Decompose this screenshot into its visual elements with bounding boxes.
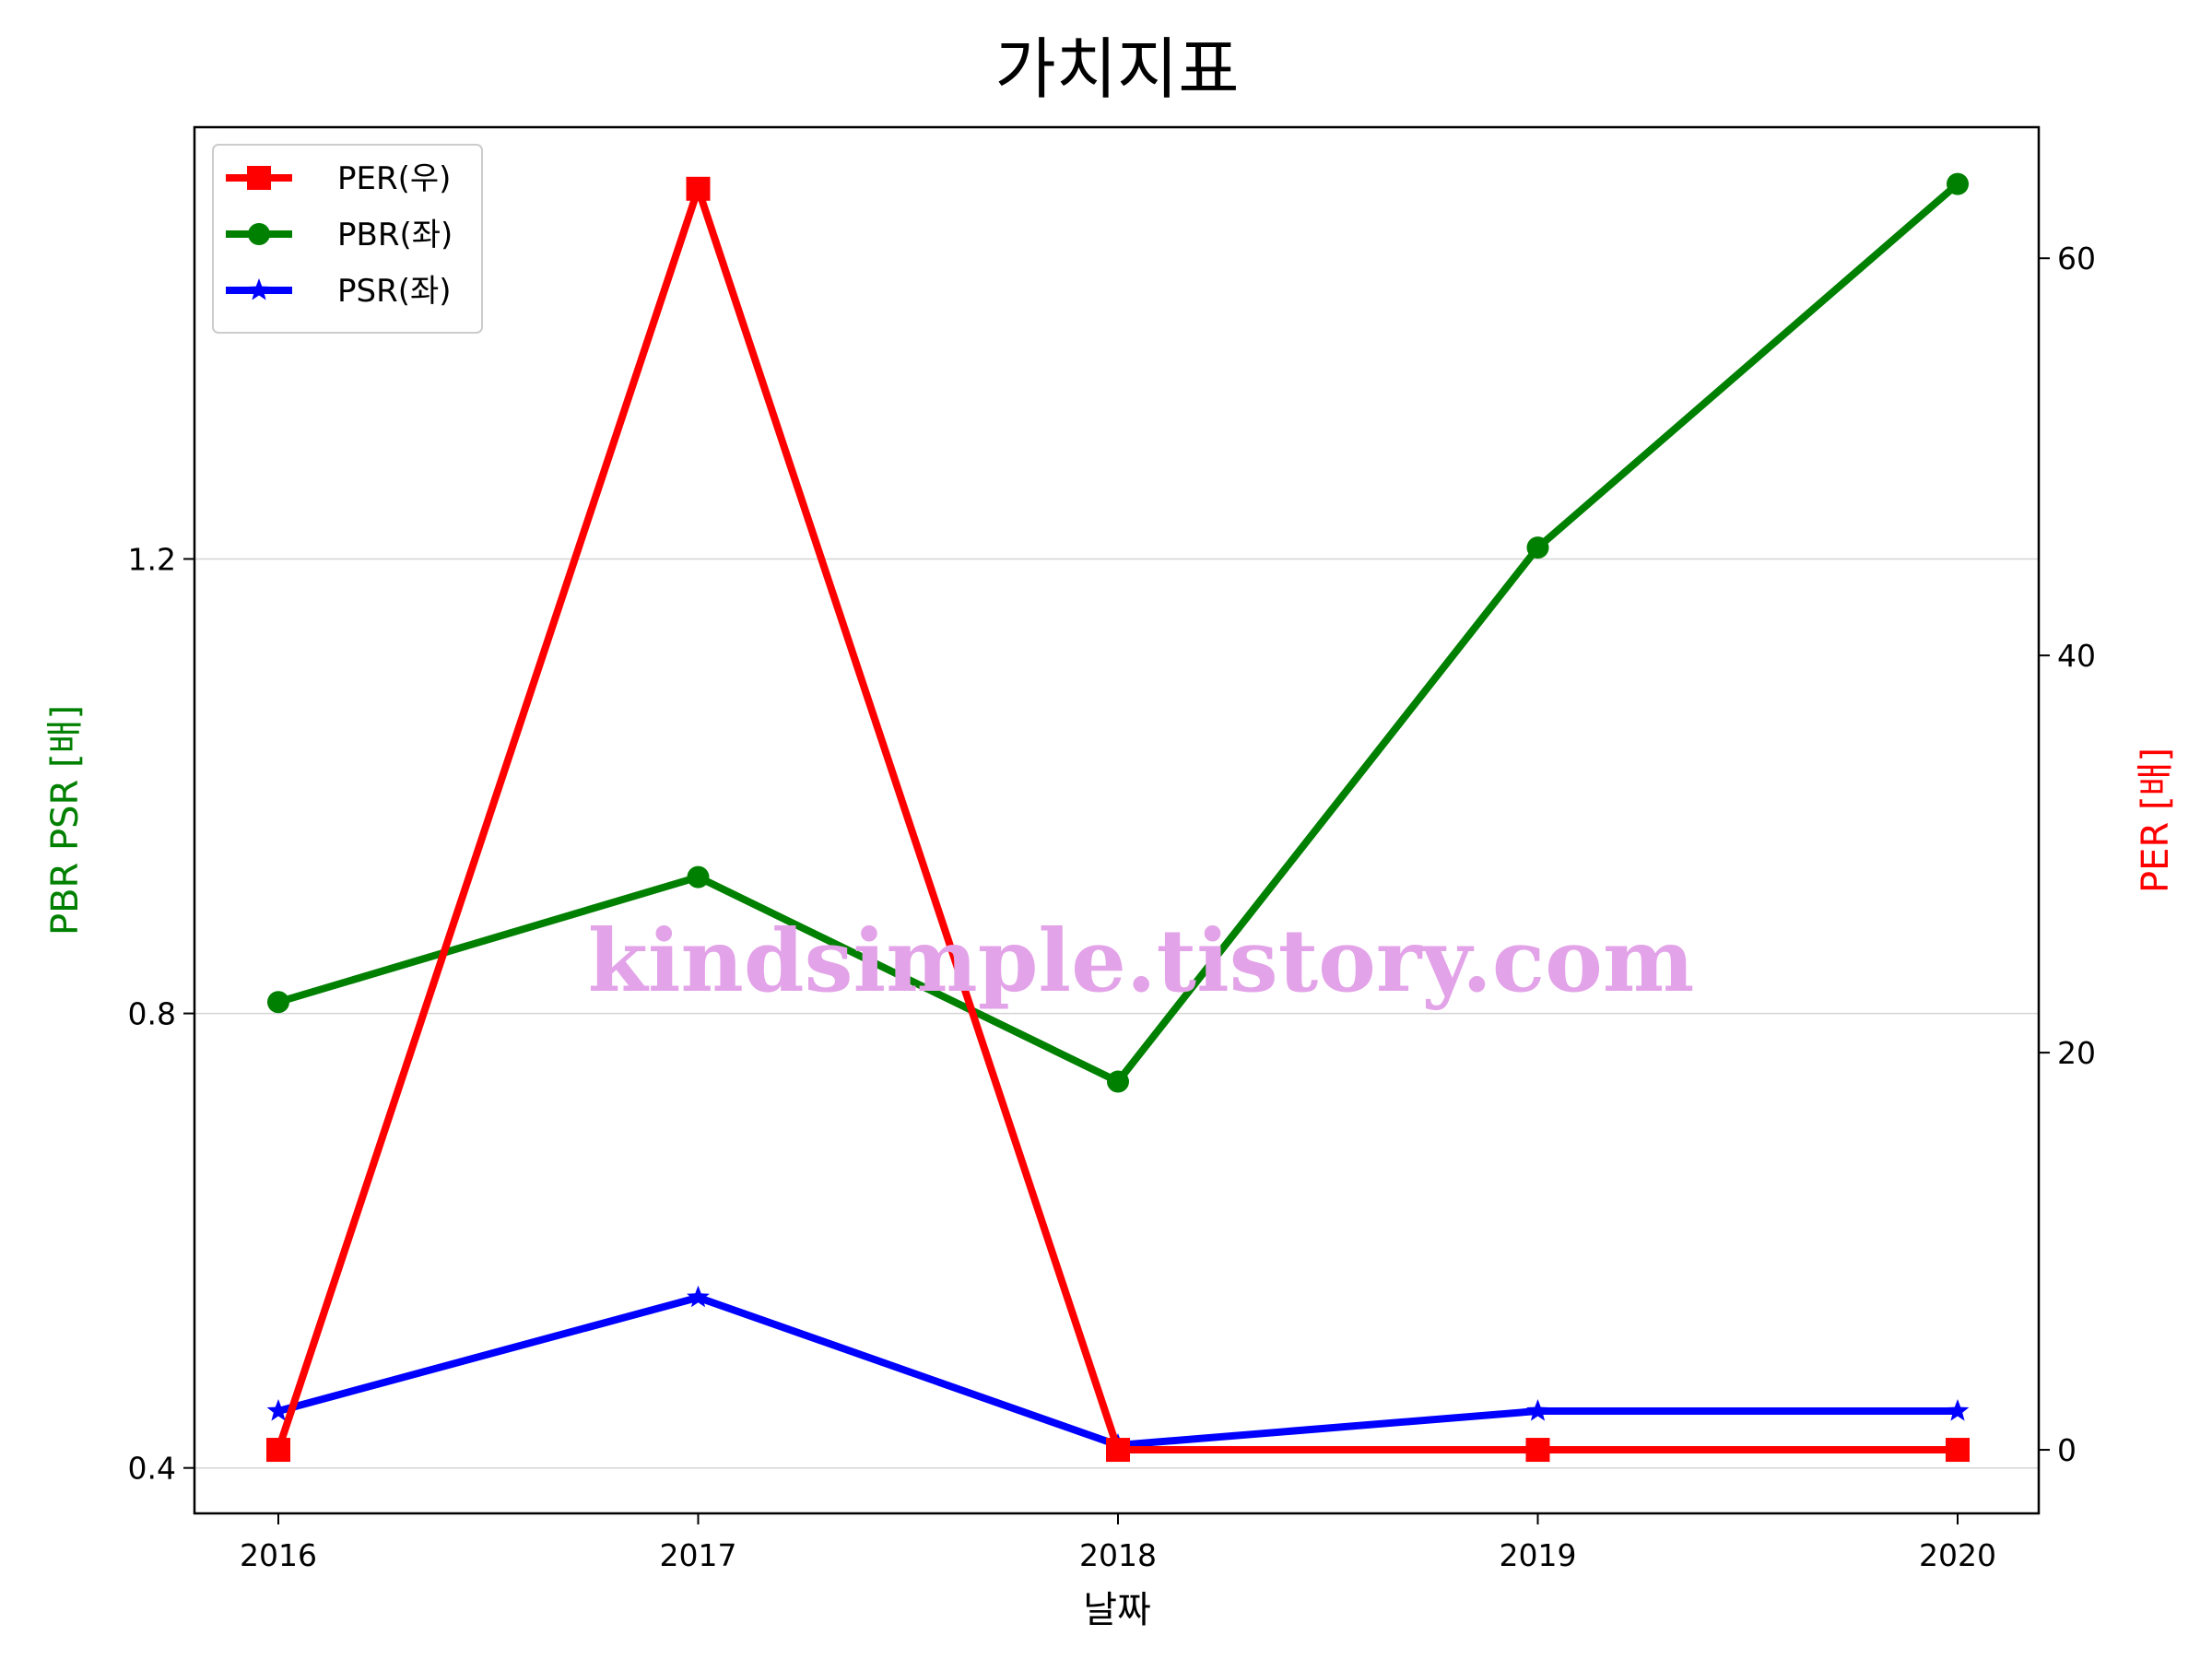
legend-label-pbr: PBR(좌) xyxy=(337,217,453,253)
x-axis-title: 날짜 xyxy=(1083,1589,1151,1631)
data-point-per xyxy=(686,176,711,201)
left-y-tick-label: 0.4 xyxy=(128,1451,176,1487)
x-axis: 2016 2017 2018 2019 2020 xyxy=(240,1513,1996,1573)
data-point-psr xyxy=(1526,1399,1549,1421)
left-y-tick-label: 0.8 xyxy=(128,996,176,1032)
data-point-psr xyxy=(687,1285,710,1308)
data-point-pbr xyxy=(687,865,710,888)
right-y-tick-label: 0 xyxy=(2057,1432,2077,1468)
x-tick-label: 2020 xyxy=(1919,1537,1996,1573)
legend-label-psr: PSR(좌) xyxy=(337,273,452,310)
right-y-axis-title: PER [배] xyxy=(2135,747,2177,893)
data-point-pbr xyxy=(1107,1070,1129,1093)
chart-title: 가치지표 xyxy=(995,30,1240,108)
legend: PER(우) PBR(좌) PSR(좌) xyxy=(212,144,483,334)
data-point-pbr xyxy=(1526,536,1549,559)
left-y-axis-title: PBR PSR [배] xyxy=(44,705,87,935)
plot-frame xyxy=(193,125,2041,1515)
data-point-pbr xyxy=(1947,172,1969,195)
legend-marker-pbr xyxy=(248,223,270,245)
right-y-tick-label: 20 xyxy=(2057,1035,2096,1071)
right-y-tick-label: 40 xyxy=(2057,638,2096,674)
data-point-psr xyxy=(1946,1399,1970,1421)
right-y-axis: 0 20 40 60 xyxy=(2039,241,2096,1468)
x-tick-label: 2016 xyxy=(240,1537,317,1573)
x-tick-label: 2018 xyxy=(1079,1537,1157,1573)
series-layer xyxy=(266,172,1970,1463)
left-y-axis: 0.4 0.8 1.2 xyxy=(128,541,194,1487)
right-y-tick-label: 60 xyxy=(2057,241,2096,276)
x-tick-label: 2019 xyxy=(1500,1537,1577,1573)
data-point-per xyxy=(1946,1438,1970,1463)
grid-lines xyxy=(194,558,2039,1469)
left-y-tick-label: 1.2 xyxy=(128,541,176,577)
data-point-per xyxy=(1106,1438,1130,1463)
legend-marker-psr xyxy=(247,278,271,300)
data-point-pbr xyxy=(267,991,289,1014)
data-point-per xyxy=(266,1438,290,1463)
data-point-per xyxy=(1525,1438,1550,1463)
watermark-text: kindsimple.tistory.com xyxy=(588,911,1695,1012)
legend-label-per: PER(우) xyxy=(337,160,451,197)
x-tick-label: 2017 xyxy=(660,1537,737,1573)
legend-marker-per xyxy=(247,166,271,190)
data-point-psr xyxy=(266,1399,290,1421)
legend-box xyxy=(212,144,483,334)
